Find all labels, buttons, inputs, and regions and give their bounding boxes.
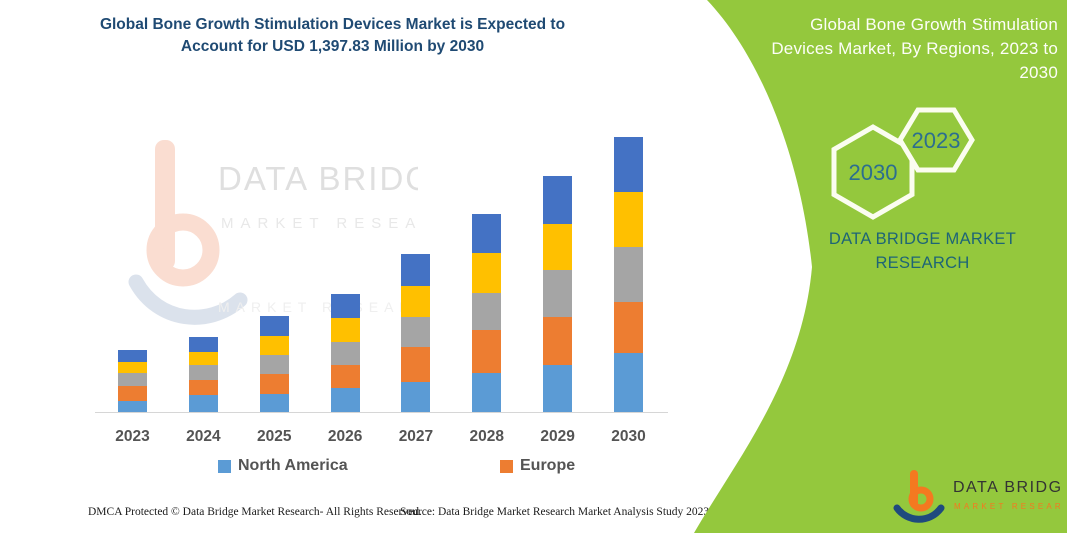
x-axis-line	[95, 412, 668, 413]
hexagon-2023-label: 2023	[912, 128, 961, 153]
bar-segment	[330, 294, 360, 319]
watermark-b-bowl	[146, 213, 220, 287]
logo-sub-text: MARKET RESEARCH	[954, 502, 1063, 511]
bar-segment	[543, 365, 573, 412]
hexagon-2023	[897, 107, 975, 173]
bar-segment	[330, 318, 360, 343]
bar-segment	[472, 373, 502, 412]
brand-wordmark-text: DATA BRIDGE MARKET RESEARCH	[828, 230, 1017, 272]
bar-segment	[401, 254, 431, 287]
bar-segment	[259, 393, 289, 412]
logo-swoosh	[893, 504, 945, 523]
bar-segment	[401, 382, 431, 412]
bar-segment	[472, 214, 502, 254]
x-axis-tick-label: 2023	[115, 428, 150, 445]
x-axis-tick-label: 2029	[540, 428, 575, 445]
watermark-b-stem	[155, 140, 175, 270]
bar-segment	[472, 293, 502, 331]
bar-segment	[330, 365, 360, 389]
right-panel-title: Global Bone Growth Stimulation Devices M…	[771, 15, 1058, 82]
bar-segment	[401, 286, 431, 318]
watermark-text-2: MARKET RESEARCH	[221, 215, 418, 232]
bar-segment	[188, 365, 218, 381]
bar-segment	[259, 374, 289, 394]
bar-segment	[401, 347, 431, 383]
legend-label: North America	[238, 457, 348, 474]
bar-segment	[118, 373, 147, 386]
bar-segment	[614, 353, 643, 412]
bar-segment	[614, 191, 643, 247]
bar-segment	[118, 362, 147, 373]
x-axis-tick-label: 2028	[469, 428, 505, 445]
bar-segment	[614, 301, 643, 353]
data-bridge-logo: DATA BRIDGE MARKET RESEARCH	[893, 470, 1063, 523]
watermark-text-3: MARKET RESEARCH	[218, 299, 418, 315]
bar-segment	[188, 380, 218, 396]
logo-b-bowl	[908, 486, 934, 512]
bar-segment	[401, 317, 431, 348]
logo-name-text: DATA BRIDGE	[953, 479, 1063, 496]
x-axis-tick-label: 2025	[256, 428, 292, 445]
bar-segment	[543, 270, 573, 317]
bar-segment	[543, 175, 573, 224]
bar-segment	[330, 342, 360, 366]
hexagon-2030-label: 2030	[849, 160, 898, 185]
bar-segment	[118, 401, 147, 412]
bar-segment	[543, 317, 573, 365]
bar-segment	[614, 246, 643, 302]
bar-segment	[543, 223, 573, 270]
bar-segment	[330, 388, 360, 412]
bar-segment	[259, 355, 289, 375]
bar-segment	[472, 253, 502, 294]
x-axis-tick-label: 2030	[611, 428, 646, 445]
footer-dmca-text: DMCA Protected © Data Bridge Market Rese…	[88, 506, 422, 518]
legend-label: Europe	[520, 457, 576, 474]
x-axis-tick-label: 2026	[327, 428, 363, 445]
legend-item: North America	[218, 457, 348, 475]
bar-segment	[188, 395, 218, 412]
legend-item: Europe	[500, 457, 575, 475]
watermark-swoosh	[128, 274, 248, 325]
bar-segment	[472, 330, 502, 374]
x-axis-tick-label: 2024	[186, 428, 221, 445]
watermark-text-1: DATA BRIDGE	[218, 160, 418, 197]
hexagon-years: 2030 2023	[831, 107, 975, 220]
bar-segment	[259, 336, 289, 356]
bar-segment	[614, 137, 643, 192]
legend-swatch	[218, 459, 231, 473]
bar-segment	[188, 352, 218, 366]
legend-swatch	[500, 459, 513, 473]
x-axis-tick-label: 2027	[398, 428, 434, 445]
footer-source-text: Source: Data Bridge Market Research Mark…	[400, 506, 710, 518]
watermark-logo: DATA BRIDGE MARKET RESEARCH MARKET RESEA…	[128, 140, 418, 325]
bar-segment	[188, 337, 218, 353]
bar-segment	[118, 386, 147, 401]
bar-segment	[259, 316, 289, 337]
bar-segment	[118, 350, 147, 362]
chart-title: Global Bone Growth Stimulation Devices M…	[99, 16, 566, 56]
